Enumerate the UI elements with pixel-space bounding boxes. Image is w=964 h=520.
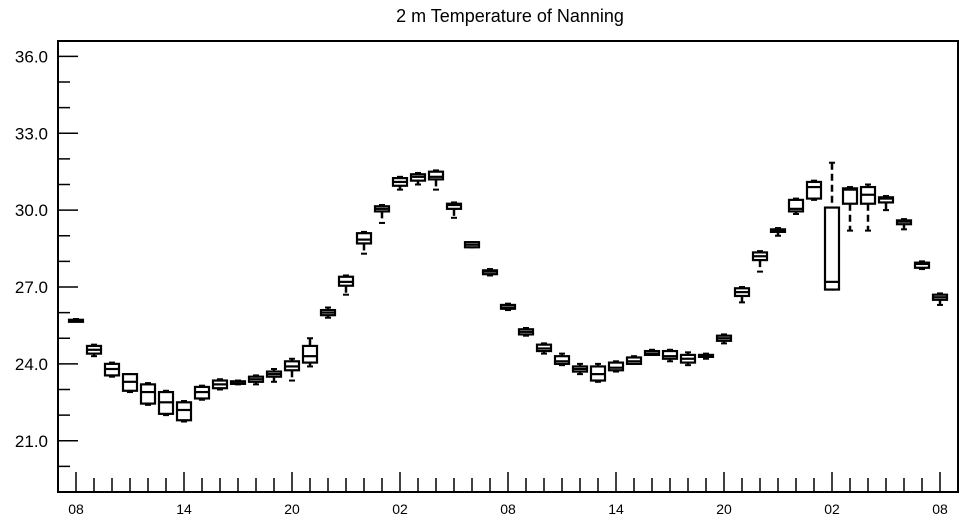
box-item [553,352,571,367]
box-item [463,241,481,249]
box-item [661,348,679,363]
box-iqr [355,232,373,245]
y-tick-label: 30.0 [15,201,48,220]
box-item [769,227,787,237]
y-tick-label: 33.0 [15,124,48,143]
box-item [895,218,913,231]
box-item [679,351,697,367]
box-item [499,302,517,312]
x-tick-label: 14 [176,501,192,517]
box-item [643,348,661,357]
box-item [337,274,355,296]
box-item [247,374,265,386]
box-item [229,379,247,386]
box-item [625,355,643,365]
box-item [373,204,391,224]
box-item [877,195,895,212]
box-item [517,327,535,337]
box-item [931,292,949,306]
box-iqr [427,170,445,181]
box-item [301,337,319,368]
box-iqr [301,344,319,364]
box-iqr [913,261,931,269]
box-item [751,250,769,273]
box-item [841,186,859,232]
box-item [67,318,85,323]
x-tick-label: 20 [716,501,732,517]
box-item [823,161,841,291]
box-iqr [175,401,193,422]
box-item [733,286,751,304]
box-item [319,306,337,319]
box-item [103,361,121,378]
box-item [391,175,409,191]
x-tick-label: 20 [284,501,300,517]
box-iqr [841,187,859,205]
box-item [139,382,157,406]
box-item [535,342,553,355]
box-item [445,201,463,219]
x-tick-label: 02 [824,501,840,517]
y-tick-label: 24.0 [15,355,48,374]
box-iqr [445,202,463,210]
box-iqr [823,206,841,291]
box-item [571,362,589,376]
box-iqr [139,383,157,405]
y-axis: 21.0 24.0 27.0 30.0 33.0 36.0 [15,47,78,468]
plot-frame [57,40,959,493]
box-item [859,183,877,232]
x-tick-label: 02 [392,501,408,517]
y-tick-label: 36.0 [15,47,48,66]
box-item [913,260,931,271]
box-item [715,333,733,345]
box-item [697,352,715,360]
box-item [193,384,211,401]
box-iqr [607,361,625,372]
box-item [409,171,427,186]
box-item [85,343,103,358]
box-iqr [553,355,571,365]
box-item [427,169,445,191]
y-tick-label: 27.0 [15,278,48,297]
box-item [481,268,499,277]
box-item [265,368,283,383]
box-series [67,161,949,423]
box-item [607,360,625,373]
plot-frame-border [57,40,959,493]
box-iqr [805,180,823,200]
x-axis: 08 14 20 02 08 14 20 02 08 [68,472,948,517]
x-tick-label: 14 [608,501,624,517]
box-item [283,357,301,382]
box-item [589,362,607,383]
y-tick-label: 21.0 [15,432,48,451]
box-iqr [787,198,805,213]
chart-title: 2 m Temperature of Nanning [396,6,624,26]
box-iqr [877,196,895,204]
box-item [211,378,229,391]
box-iqr [661,349,679,360]
box-item [805,179,823,201]
box-item [175,400,193,423]
x-tick-label: 08 [500,501,516,517]
box-item [355,230,373,255]
box-item [787,197,805,215]
x-tick-label: 08 [932,501,948,517]
x-tick-label: 08 [68,501,84,517]
box-item [157,389,175,417]
box-item [121,373,139,394]
